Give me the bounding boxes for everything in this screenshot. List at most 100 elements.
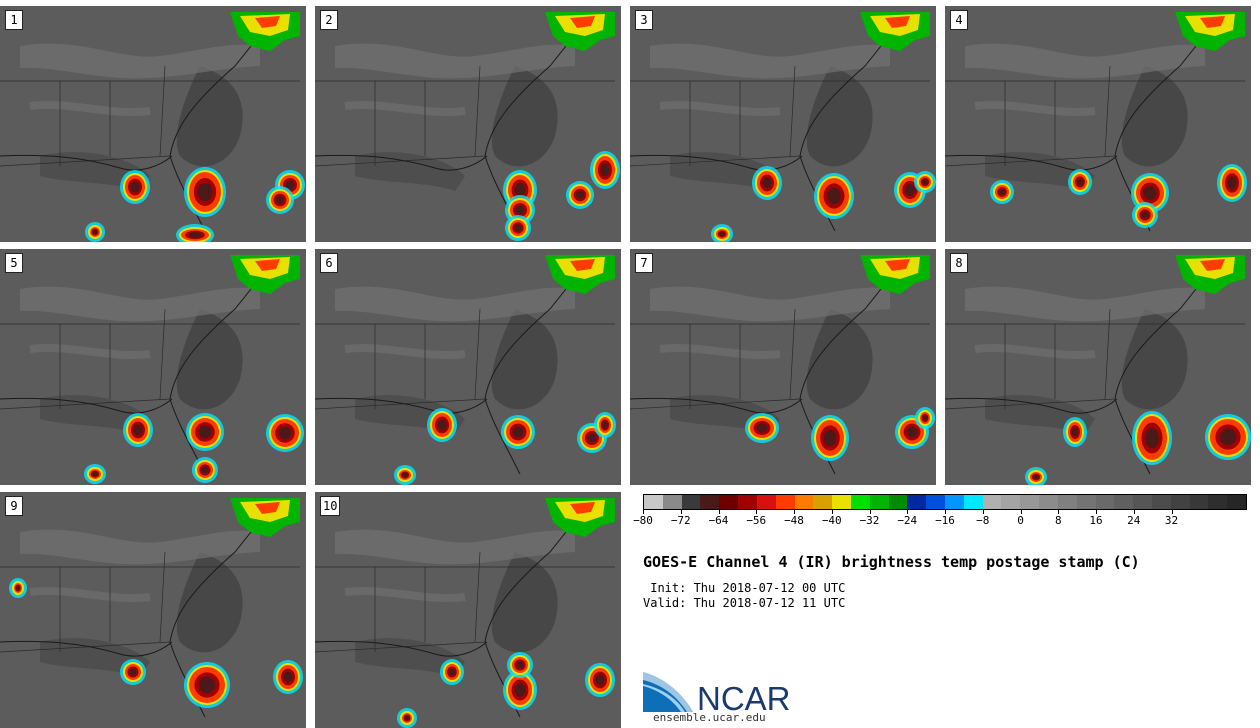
- colorbar-swatch: [1039, 495, 1058, 509]
- colorbar-swatch: [1170, 495, 1190, 509]
- valid-time: Valid: Thu 2018-07-12 11 UTC: [643, 596, 846, 610]
- colorbar-tick-mark: [1171, 510, 1173, 514]
- colorbar-tick-label: −16: [935, 514, 955, 527]
- colorbar-tick-mark: [945, 510, 946, 514]
- colorbar-tick-label: −8: [976, 514, 990, 527]
- colorbar-swatch: [700, 495, 720, 509]
- colorbar-tick-mark: [1096, 510, 1097, 514]
- member-panel-5: 5: [0, 249, 306, 485]
- member-number-label: 5: [5, 253, 23, 273]
- colorbar-swatch: [1227, 495, 1246, 509]
- colorbar-swatch: [1020, 495, 1040, 509]
- colorbar-tick-label: −48: [784, 514, 804, 527]
- site-url: ensemble.ucar.edu: [653, 711, 766, 724]
- satellite-ir-map: [945, 249, 1251, 485]
- colorbar-tick-mark: [643, 510, 644, 514]
- colorbar-tick-label: −32: [859, 514, 880, 527]
- satellite-ir-map: [315, 6, 621, 242]
- colorbar-tick-mark: [1133, 510, 1135, 514]
- colorbar-swatch: [756, 495, 776, 509]
- colorbar-swatch: [1057, 495, 1077, 509]
- member-number-label: 8: [950, 253, 968, 273]
- logo-wordmark: NCAR: [697, 680, 791, 717]
- satellite-ir-map: [630, 249, 936, 485]
- colorbar-tick-label: 24: [1127, 514, 1141, 527]
- colorbar: [643, 494, 1247, 510]
- colorbar-swatch: [1151, 495, 1171, 509]
- colorbar-swatch: [1208, 495, 1228, 509]
- member-panel-10: 10: [315, 492, 621, 728]
- colorbar-swatch: [775, 495, 795, 509]
- satellite-ir-map: [0, 6, 306, 242]
- colorbar-tick-mark: [831, 510, 833, 514]
- member-number-label: 3: [635, 10, 653, 30]
- colorbar-tick-label: 32: [1164, 514, 1179, 527]
- colorbar-tick-label: 8: [1054, 514, 1062, 527]
- satellite-ir-map: [315, 249, 621, 485]
- colorbar-tick-mark: [907, 510, 909, 514]
- colorbar-ticks: −80 −72 −64 −56 −48 −40 −32 −24 −16 −8 0 8 16 24 32: [633, 510, 1247, 528]
- colorbar-swatch: [832, 495, 851, 509]
- colorbar-swatch: [813, 495, 833, 509]
- colorbar-tick-mark: [718, 510, 720, 514]
- init-time: Init: Thu 2018-07-12 00 UTC: [643, 581, 846, 595]
- member-number-label: 9: [5, 496, 23, 516]
- member-number-label: 10: [320, 496, 341, 516]
- colorbar-tick-label: −40: [821, 514, 842, 527]
- satellite-ir-map: [0, 249, 306, 485]
- colorbar-swatch: [681, 495, 701, 509]
- colorbar-swatch: [1133, 495, 1152, 509]
- member-panel-4: 4: [945, 6, 1251, 242]
- colorbar-tick-label: −72: [670, 514, 691, 527]
- colorbar-swatch: [982, 495, 1002, 509]
- colorbar-swatch: [907, 495, 927, 509]
- colorbar-tick-label: −24: [897, 514, 918, 527]
- colorbar-swatch: [888, 495, 908, 509]
- colorbar-tick-mark: [680, 510, 682, 514]
- colorbar-swatch: [794, 495, 814, 509]
- colorbar-tick-mark: [794, 510, 795, 514]
- colorbar-swatch: [1114, 495, 1134, 509]
- colorbar-swatch: [963, 495, 983, 509]
- colorbar-swatch: [738, 495, 757, 509]
- member-panel-1: 1: [0, 6, 306, 242]
- colorbar-swatch: [1001, 495, 1021, 509]
- satellite-ir-map: [315, 492, 621, 728]
- colorbar-tick-mark: [756, 510, 758, 514]
- colorbar-swatch: [1189, 495, 1209, 509]
- member-number-label: 1: [5, 10, 23, 30]
- colorbar-swatch: [719, 495, 739, 509]
- ncar-logo-icon: [643, 672, 693, 712]
- member-number-label: 2: [320, 10, 338, 30]
- colorbar-tick-mark: [1058, 510, 1060, 514]
- product-title: GOES-E Channel 4 (IR) brightness temp po…: [643, 553, 1140, 571]
- colorbar-tick-label: −80: [633, 514, 653, 527]
- colorbar-swatch: [662, 495, 682, 509]
- member-panel-3: 3: [630, 6, 936, 242]
- colorbar-tick-label: 16: [1089, 514, 1103, 527]
- colorbar-swatch: [945, 495, 964, 509]
- colorbar-swatch: [850, 495, 870, 509]
- member-panel-6: 6: [315, 249, 621, 485]
- colorbar-swatch: [869, 495, 889, 509]
- member-panel-2: 2: [315, 6, 621, 242]
- colorbar-tick-mark: [982, 510, 984, 514]
- colorbar-tick-label: −64: [708, 514, 729, 527]
- colorbar-tick-label: 0: [1017, 514, 1024, 527]
- member-panel-9: 9: [0, 492, 306, 728]
- colorbar-tick-mark: [1020, 510, 1022, 514]
- satellite-ir-map: [945, 6, 1251, 242]
- member-number-label: 7: [635, 253, 653, 273]
- colorbar-swatch: [644, 495, 663, 509]
- satellite-ir-map: [0, 492, 306, 728]
- member-panel-8: 8: [945, 249, 1251, 485]
- colorbar-tick-mark: [869, 510, 871, 514]
- colorbar-tick-label: −56: [746, 514, 767, 527]
- member-number-label: 4: [950, 10, 968, 30]
- colorbar-swatch: [926, 495, 945, 509]
- member-number-label: 6: [320, 253, 338, 273]
- satellite-ir-map: [630, 6, 936, 242]
- colorbar-swatch: [1095, 495, 1115, 509]
- colorbar-swatch: [1076, 495, 1096, 509]
- member-panel-7: 7: [630, 249, 936, 485]
